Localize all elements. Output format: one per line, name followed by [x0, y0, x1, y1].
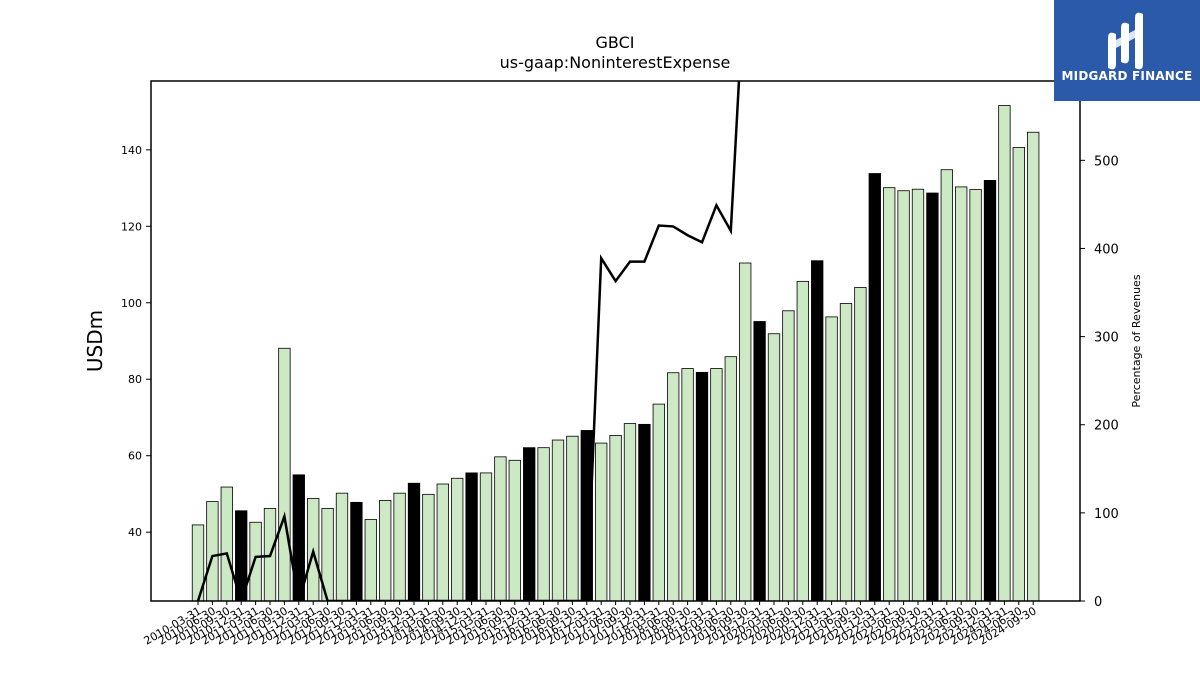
bar-2014-12-31 [465, 472, 478, 602]
y-tick-label: 40 [128, 526, 142, 539]
bar-2018-06-30 [667, 372, 680, 602]
bar-2013-03-31 [364, 519, 377, 602]
y2-tick-label: 300 [1094, 331, 1119, 346]
y-axis-left: 40 60 80 100 120 140 [121, 144, 151, 539]
chart-title: GBCI [596, 33, 635, 52]
bar-2013-06-30 [379, 500, 392, 602]
bar-2012-12-31 [350, 501, 363, 602]
bar-2015-09-30 [508, 459, 521, 602]
bar-2011-09-30 [278, 347, 291, 602]
bar-2015-12-31 [523, 447, 536, 602]
bar-2021-03-31 [825, 316, 838, 602]
bar-2018-12-31 [695, 371, 709, 602]
bar-2020-06-30 [782, 310, 795, 602]
bar-2022-03-31 [883, 187, 896, 602]
bar-2021-12-31 [868, 173, 881, 602]
bar-2010-06-30 [206, 501, 219, 602]
bar-2021-06-30 [839, 303, 853, 602]
bar-2017-12-31 [638, 423, 651, 602]
bar-2022-06-30 [897, 190, 910, 602]
bar-2019-03-31 [710, 368, 723, 602]
bar-2013-09-30 [393, 492, 406, 602]
bar-2024-06-30 [1012, 147, 1025, 602]
percentage-of-revenues-line [196, 81, 1034, 601]
bar-series [191, 105, 1040, 602]
bar-2023-12-31 [983, 180, 997, 602]
bar-2022-09-30 [911, 188, 925, 602]
bar-2021-09-30 [854, 287, 867, 602]
y2-tick-label: 100 [1094, 507, 1119, 522]
bar-2023-09-30 [969, 189, 982, 602]
bar-2014-06-30 [436, 483, 449, 602]
bar-2018-03-31 [652, 403, 665, 602]
bar-2017-09-30 [623, 423, 637, 602]
bar-2014-03-31 [422, 493, 435, 602]
bar-2020-09-30 [796, 280, 809, 602]
y-tick-label: 140 [121, 144, 142, 157]
y2-tick-label: 500 [1094, 154, 1119, 169]
bar-2022-12-31 [926, 192, 939, 602]
bar-2020-12-31 [811, 260, 824, 602]
bar-2019-09-30 [739, 262, 752, 602]
line-series [196, 81, 1034, 601]
bar-2015-06-30 [494, 456, 507, 602]
bar-2010-09-30 [220, 486, 233, 602]
bar-2023-06-30 [955, 186, 968, 602]
y-tick-label: 60 [128, 450, 142, 463]
chart-subtitle: us-gaap:NoninterestExpense [500, 53, 731, 72]
y2-tick-label: 0 [1094, 595, 1102, 610]
midgard-m-logo-icon [1108, 12, 1143, 70]
bar-2017-03-31 [595, 442, 608, 602]
bar-2024-03-31 [998, 105, 1011, 602]
bar-2019-12-31 [753, 321, 766, 602]
y2-axis-label: Percentage of Revenues [1130, 274, 1143, 407]
bar-2011-03-31 [249, 521, 262, 602]
y-tick-label: 100 [121, 297, 142, 310]
y2-tick-label: 200 [1094, 419, 1119, 434]
bar-2023-03-31 [940, 169, 953, 602]
bar-2019-06-30 [724, 356, 737, 602]
y2-tick-label: 400 [1094, 242, 1119, 257]
bar-2020-03-31 [767, 333, 781, 602]
bar-2012-09-30 [335, 492, 349, 602]
x-axis: 2010-03-312010-06-302010-09-302010-12-31… [142, 601, 1039, 648]
bar-2016-06-30 [551, 439, 565, 602]
bar-2024-09-30 [1027, 131, 1040, 602]
bar-2017-06-30 [609, 435, 622, 602]
midgard-finance-logo: MIDGARD FINANCE [1054, 0, 1200, 101]
y-axis-label: USDm [83, 310, 107, 372]
logo-text: MIDGARD FINANCE [1061, 69, 1193, 83]
bar-2014-09-30 [451, 477, 464, 602]
bar-2016-09-30 [566, 435, 579, 602]
y-tick-label: 80 [128, 373, 142, 386]
bar-2015-03-31 [479, 472, 493, 602]
y-axis-right: 0 100 200 300 400 500 [1080, 154, 1119, 610]
bar-2016-03-31 [537, 447, 550, 602]
bar-2018-09-30 [681, 368, 694, 602]
y-tick-label: 120 [121, 220, 142, 233]
bar-2013-12-31 [407, 482, 421, 602]
